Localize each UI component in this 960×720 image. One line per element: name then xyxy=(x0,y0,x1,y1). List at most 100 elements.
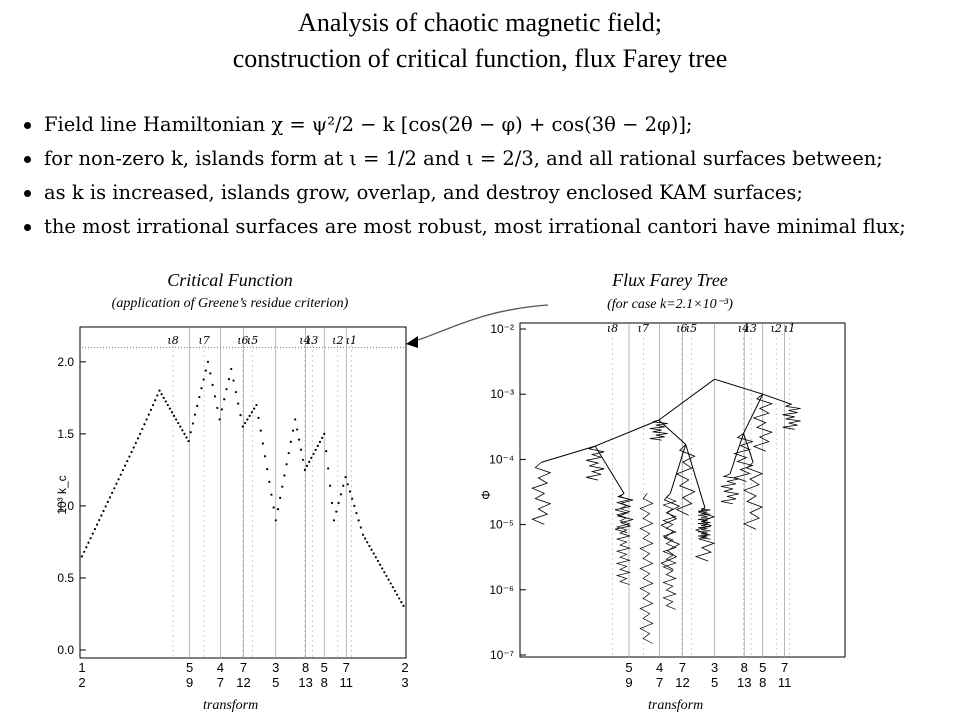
critical-point xyxy=(220,408,224,411)
right-iota-label: ι1 xyxy=(784,322,795,335)
title-line-2: construction of critical function, flux … xyxy=(232,44,728,73)
critical-point xyxy=(337,501,340,505)
critical-point xyxy=(132,446,135,449)
critical-point xyxy=(191,422,194,425)
critical-point xyxy=(225,388,228,391)
critical-point xyxy=(170,411,174,414)
tree-leaf xyxy=(649,419,668,441)
critical-point xyxy=(381,567,384,570)
critical-point xyxy=(305,464,309,467)
tree-branch-deep xyxy=(662,493,677,610)
critical-point xyxy=(164,400,167,403)
critical-point xyxy=(227,378,231,381)
critical-point xyxy=(348,490,352,493)
critical-point xyxy=(320,436,324,439)
critical-point xyxy=(274,519,277,522)
left-frac-num: 5 xyxy=(321,660,328,675)
critical-point xyxy=(383,571,386,574)
critical-point xyxy=(400,601,403,604)
critical-point xyxy=(154,399,157,402)
critical-point xyxy=(357,519,360,522)
right-frac-num: 7 xyxy=(679,660,686,675)
critical-point xyxy=(87,541,90,544)
tree-edge xyxy=(762,393,792,405)
left-frac-num: 7 xyxy=(343,660,350,675)
tree-leaf xyxy=(586,445,605,481)
critical-point xyxy=(218,418,221,421)
title-line-1: Analysis of chaotic magnetic field; xyxy=(298,8,662,37)
critical-point xyxy=(285,463,288,466)
critical-point xyxy=(279,496,282,500)
tree-edge xyxy=(658,378,715,421)
critical-point xyxy=(115,482,118,485)
critical-point xyxy=(123,464,127,467)
critical-point xyxy=(393,589,397,593)
critical-point xyxy=(147,413,150,416)
critical-point xyxy=(102,509,105,513)
critical-point xyxy=(237,402,240,405)
left-frac-num: 1 xyxy=(78,660,85,675)
critical-point xyxy=(294,418,297,421)
critical-point xyxy=(332,519,336,522)
critical-point xyxy=(268,480,271,483)
critical-point xyxy=(198,395,201,399)
critical-point xyxy=(111,491,114,494)
left-iota-label: ι2 xyxy=(332,334,343,347)
critical-point xyxy=(250,411,253,414)
critical-point xyxy=(310,456,313,459)
right-frac-num: 7 xyxy=(781,660,788,675)
critical-point xyxy=(351,497,354,500)
left-frac-num: 4 xyxy=(217,660,224,675)
critical-point xyxy=(141,427,144,431)
critical-point xyxy=(342,484,345,487)
ytick-label-left: 0.5 xyxy=(57,571,74,585)
left-caption: Critical Function xyxy=(167,270,293,290)
critical-point xyxy=(339,493,343,496)
ytick-label-left: 1.5 xyxy=(57,427,74,441)
left-frac-den: 2 xyxy=(78,675,85,690)
right-caption: Flux Farey Tree xyxy=(612,270,728,290)
critical-point xyxy=(301,458,305,461)
critical-point xyxy=(216,406,219,410)
pointer-arrow xyxy=(411,304,549,343)
critical-point xyxy=(83,550,86,553)
tree-edge xyxy=(685,444,706,509)
tree-edge xyxy=(594,445,625,494)
left-plot-frame xyxy=(79,326,407,659)
critical-point xyxy=(166,403,169,407)
critical-point xyxy=(213,395,217,398)
critical-point xyxy=(253,407,256,410)
right-iota-label: ι2 xyxy=(771,322,782,335)
left-frac-num: 3 xyxy=(272,660,279,675)
critical-point xyxy=(248,414,251,417)
right-iota-label: ι8 xyxy=(607,322,618,335)
critical-point xyxy=(344,475,347,479)
critical-point xyxy=(200,387,203,390)
critical-point xyxy=(104,505,107,508)
critical-point xyxy=(108,496,112,499)
critical-point xyxy=(396,593,399,596)
critical-point xyxy=(156,394,159,397)
critical-point xyxy=(232,379,235,382)
ytick-label-left: 2.0 xyxy=(57,355,74,369)
tree-edge xyxy=(594,419,659,447)
critical-point xyxy=(89,537,92,540)
critical-point xyxy=(270,493,273,496)
critical-point xyxy=(158,389,161,392)
critical-point xyxy=(287,451,290,455)
right-frac-num: 8 xyxy=(741,660,748,675)
critical-point xyxy=(175,418,178,421)
tree-branch-deep xyxy=(639,493,654,644)
left-frac-den: 12 xyxy=(236,675,250,690)
critical-point xyxy=(314,448,317,451)
right-frac-den: 5 xyxy=(711,675,718,690)
left-iota-label: ι1 xyxy=(346,334,357,347)
left-transform-label: transform xyxy=(203,698,259,713)
critical-point xyxy=(355,512,358,515)
left-frac-den: 3 xyxy=(401,675,408,690)
critical-point xyxy=(266,467,269,471)
right-frac-den: 12 xyxy=(675,675,689,690)
critical-point xyxy=(308,460,311,463)
critical-point xyxy=(151,403,155,407)
critical-point xyxy=(145,418,148,421)
